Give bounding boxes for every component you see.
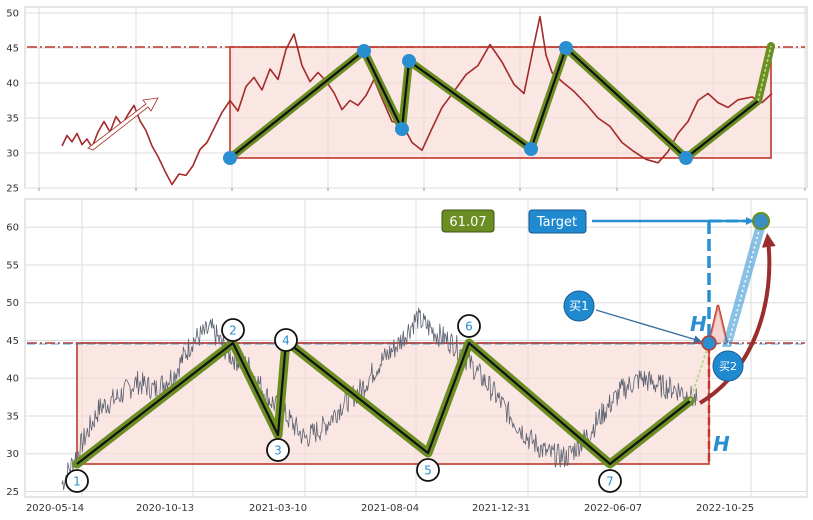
bottom-price-line [61,307,698,491]
bottom-x-tick-label: 2021-12-31 [472,503,530,514]
pattern-point-circle [416,458,440,482]
top-y-tick-label: 40 [6,79,19,90]
bottom-zigzag-tail [689,342,710,402]
pattern-point-label: 5 [424,464,432,478]
bottom-y-tick-label: 45 [6,336,19,347]
pattern-point-label: 7 [606,475,614,489]
buy1-label: 买1 [569,299,589,313]
bottom-x-tick-label: 2022-06-07 [584,503,642,514]
bottom-y-tick-label: 35 [6,411,19,422]
bottom-x-tick-label: 2020-05-14 [26,503,84,514]
pattern-point-circle [274,328,298,352]
pattern-point-label: 3 [274,444,282,458]
bottom-x-tick-labels: 2020-05-14 2020-10-13 2021-03-10 2021-08-04… [26,503,754,514]
top-y-tick-label: 35 [6,114,19,125]
buy2-label: 买2 [719,360,737,373]
top-y-tick-label: 25 [6,184,19,195]
bottom-x-tick-label: 2021-03-10 [249,503,307,514]
top-pivot-marker [395,122,409,136]
pattern-point-circle [65,469,89,493]
bottom-y-tick-label: 60 [6,223,19,234]
top-pivot-marker [357,44,371,58]
bottom-zigzag-line [76,339,691,466]
bottom-x-tick-label: 2020-10-13 [136,503,194,514]
bottom-y-tick-label: 40 [6,374,19,385]
target-curved-arrow [698,233,776,405]
projection-dotted-line [727,226,761,346]
target-value-box [441,209,495,233]
bottom-y-tick-label: 30 [6,449,19,460]
top-y-tick-label: 50 [6,9,19,20]
breakout-spike-fill [709,305,727,343]
buy2-badge [712,350,744,382]
pattern-point-circle [266,438,290,462]
top-pivot-marker [402,54,416,68]
bottom-y-tick-labels: 25 30 35 40 45 50 55 60 [6,223,19,498]
top-price-series [61,15,773,186]
bottom-y-tick-label: 25 [6,487,19,498]
target-marker [752,212,770,230]
pattern-point-label: 2 [229,324,237,338]
top-pivot-marker [559,41,573,55]
top-y-tick-labels: 25 30 35 40 45 50 [6,9,19,195]
buy1-badge [563,290,595,322]
height-label-upper: H [690,312,707,336]
top-x-tick-marks [38,188,806,191]
breakout-marker [701,335,717,351]
top-pivot-marker [524,142,538,156]
bottom-y-tick-label: 55 [6,260,19,271]
top-price-line [61,15,773,186]
pattern-point-labels: 1 2 3 4 5 6 7 [65,314,622,493]
target-label-text: Target [536,215,577,230]
top-y-tick-label: 45 [6,44,19,55]
top-trend-arrow [87,97,159,151]
height-label-lower: H [713,432,730,456]
bottom-x-tick-label: 2022-10-25 [696,503,754,514]
pattern-point-circle [598,469,622,493]
top-pivot-marker [679,151,693,165]
top-consolidation-box [229,46,772,159]
top-pivot-marker [223,151,237,165]
target-value-text: 61.07 [449,215,486,230]
pattern-point-label: 4 [282,334,290,348]
pattern-point-label: 1 [73,475,81,489]
pattern-point-circle [457,314,481,338]
pattern-point-circle [221,318,245,342]
top-price-panel: 25 30 35 40 45 50 [6,6,808,195]
top-zigzag-tail [757,45,772,102]
bottom-price-series [61,307,698,491]
pattern-point-label: 6 [465,320,473,334]
top-zigzag-line [229,46,759,160]
top-y-tick-label: 30 [6,149,19,160]
target-label-box [528,209,587,234]
projection-band [722,221,766,347]
bottom-x-tick-label: 2021-08-04 [361,503,419,514]
bottom-y-tick-label: 50 [6,298,19,309]
buy1-arrow [595,309,702,344]
bottom-consolidation-box [76,342,710,465]
